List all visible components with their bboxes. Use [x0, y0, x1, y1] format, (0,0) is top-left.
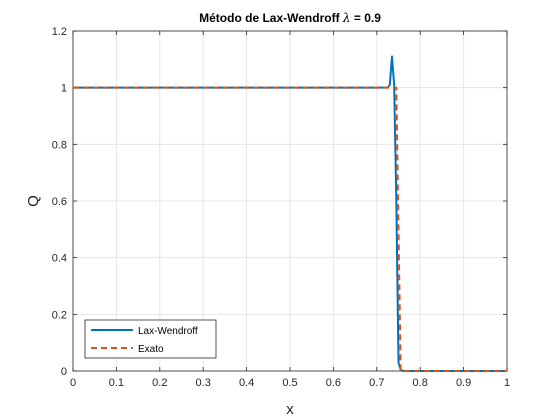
x-axis-label: x	[286, 401, 294, 418]
x-tick-label: 0	[70, 377, 76, 389]
y-tick-label: 0.8	[52, 139, 67, 151]
legend-label-exato: Exato	[138, 344, 164, 355]
x-tick-label: 0.7	[369, 377, 384, 389]
axis-ticks: 0 0.1 0.2 0.3 0.4 0.5 0.6 0.7 0.8 0.9 1 0 0.2 0.4 0.6 0…	[52, 26, 510, 389]
chart-title-main: Método de Lax-Wendroff	[199, 11, 343, 25]
series-line-exato	[73, 86, 507, 372]
x-tick-label: 0.4	[239, 377, 254, 389]
x-tick-label: 0.5	[282, 377, 297, 389]
series-lines	[73, 55, 507, 372]
x-tick-label: 0.1	[109, 377, 124, 389]
x-tick-label: 1	[504, 377, 510, 389]
chart-title: Método de Lax-Wendroff λ = 0.9	[199, 11, 381, 25]
x-tick-label: 0.9	[456, 377, 471, 389]
y-tick-label: 1	[61, 83, 67, 95]
legend-box	[84, 319, 217, 359]
legend: Lax-Wendroff Exato	[84, 319, 217, 359]
chart-title-symbol: λ	[342, 11, 351, 25]
x-tick-label: 0.2	[152, 377, 167, 389]
y-axis-label: Q	[25, 195, 42, 207]
legend-label-lax-wendroff: Lax-Wendroff	[138, 326, 198, 337]
y-tick-label: 1.2	[52, 26, 67, 38]
y-tick-label: 0.6	[52, 196, 67, 208]
y-tick-label: 0	[61, 366, 67, 378]
chart-title-tail: = 0.9	[351, 11, 382, 25]
x-tick-label: 0.8	[413, 377, 428, 389]
x-tick-label: 0.3	[196, 377, 211, 389]
y-tick-label: 0.4	[52, 253, 67, 265]
x-tick-label: 0.6	[326, 377, 341, 389]
y-tick-label: 0.2	[52, 309, 67, 321]
